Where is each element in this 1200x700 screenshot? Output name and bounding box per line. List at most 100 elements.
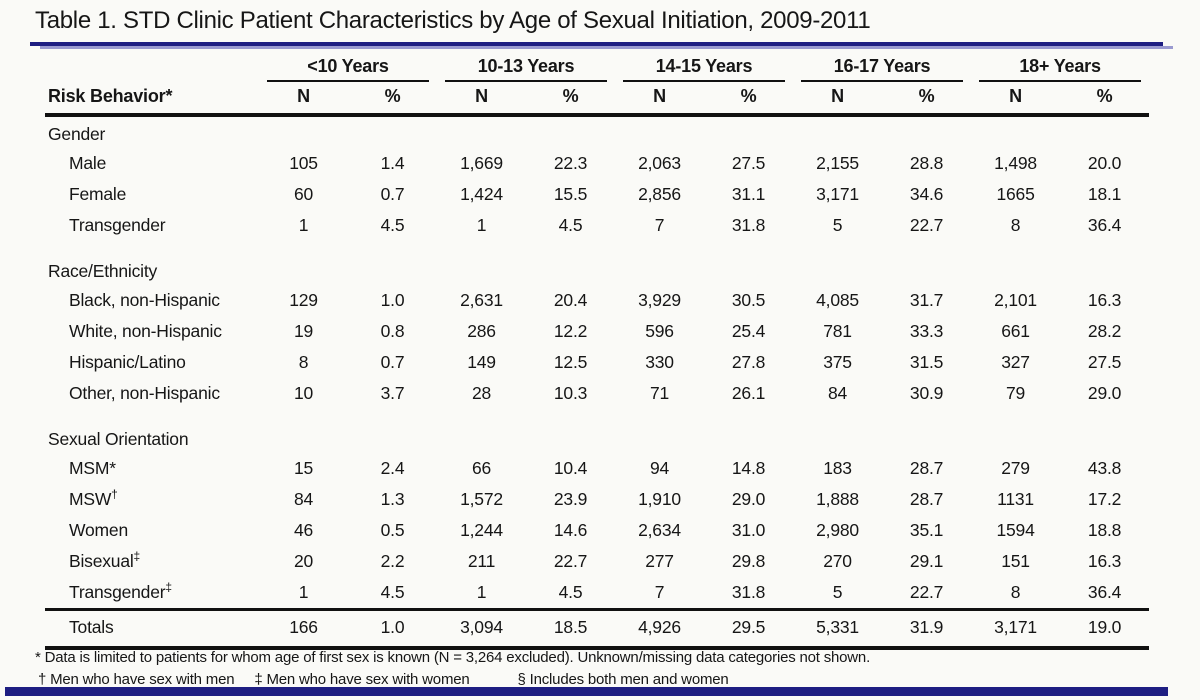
row-label: Women	[69, 520, 128, 540]
table-row: Male 105 1.4 1,669 22.3 2,063 27.5 2,155 28.8 1,4…	[45, 148, 1149, 179]
value-cell: 0.7	[380, 184, 405, 204]
value-cell: 28.8	[909, 153, 944, 173]
age-group-label: <10 Years	[267, 56, 429, 82]
value-cell: 10.3	[553, 383, 588, 403]
value-cell: 781	[823, 321, 852, 341]
value-cell: 0.5	[380, 520, 405, 540]
row-label: Transgender	[69, 215, 166, 235]
row-label: MSW†	[69, 487, 118, 509]
value-cell: 1665	[996, 184, 1035, 204]
value-cell: 28.7	[909, 489, 944, 509]
value-cell: 0.7	[380, 352, 405, 372]
age-group-label: 16-17 Years	[801, 56, 964, 82]
table-row: Bisexual‡ 20 2.2 211 22.7 277 29.8 270 29.1 151 16…	[45, 546, 1149, 577]
value-cell: 1.0	[380, 290, 405, 310]
value-cell: 28.2	[1087, 321, 1122, 341]
value-cell: 30.9	[909, 383, 944, 403]
value-cell: 28	[471, 383, 492, 403]
footnote-marker: ‡	[165, 580, 172, 595]
value-cell: 94	[649, 458, 670, 478]
value-cell: 7	[654, 215, 665, 235]
value-cell: 31.1	[731, 184, 766, 204]
value-cell: 20.0	[1087, 153, 1122, 173]
value-cell: 10.4	[553, 458, 588, 478]
value-cell: 596	[645, 321, 674, 341]
row-label: Transgender‡	[69, 580, 172, 602]
value-cell: 2,980	[816, 520, 859, 540]
value-cell: 33.3	[909, 321, 944, 341]
value-cell: 20	[293, 551, 314, 571]
col-percent-header: %	[882, 82, 972, 117]
value-cell: 2,101	[994, 290, 1037, 310]
table-row: Hispanic/Latino 8 0.7 149 12.5 330 27.8 375 31.5…	[45, 347, 1149, 378]
footnote-data-limitation: * Data is limited to patients for whom a…	[35, 649, 871, 666]
empty-corner-cell	[45, 54, 259, 82]
row-label: Female	[69, 184, 127, 204]
col-percent-header: %	[1060, 82, 1150, 117]
table-row: Female 60 0.7 1,424 15.5 2,856 31.1 3,171 34.6 16…	[45, 179, 1149, 210]
value-cell: 27.5	[731, 153, 766, 173]
value-cell: 330	[645, 352, 674, 372]
value-cell: 375	[823, 352, 852, 372]
value-cell: 29.1	[909, 551, 944, 571]
section-header-row: Sexual Orientation	[45, 409, 1149, 453]
footnote-marker: ‡	[133, 549, 141, 564]
table-header: <10 Years 10-13 Years 14-15 Years 16-17 Yea…	[45, 54, 1150, 117]
totals-row: Totals 166 1.0 3,094 18.5 4,926 29.5 5,331 31.9 3…	[45, 608, 1150, 650]
value-cell: 16.3	[1087, 290, 1122, 310]
row-header-label: Risk Behavior*	[45, 82, 259, 117]
value-cell: 36.4	[1087, 215, 1122, 235]
value-cell: 1,888	[816, 489, 859, 509]
age-group-header-5: 18+ Years	[971, 54, 1149, 82]
value-cell: 27.5	[1087, 352, 1122, 372]
value-cell: 22.3	[553, 153, 588, 173]
value-cell: 327	[1001, 352, 1030, 372]
value-cell: 17.2	[1087, 489, 1122, 509]
age-group-header-4: 16-17 Years	[793, 54, 971, 82]
value-cell: 5	[832, 215, 843, 235]
table-row: Transgender‡ 1 4.5 1 4.5 7 31.8 5 22.7 8 36.4	[45, 577, 1149, 610]
value-cell: 23.9	[553, 489, 588, 509]
value-cell: 29.5	[704, 608, 794, 650]
value-cell: 3,171	[971, 608, 1061, 650]
value-cell: 1	[476, 582, 487, 602]
value-cell: 105	[289, 153, 318, 173]
value-cell: 1.0	[348, 608, 437, 650]
value-cell: 31.8	[731, 215, 766, 235]
table-row: MSM* 15 2.4 66 10.4 94 14.8 183 28.7 279 43.8	[45, 453, 1149, 484]
value-cell: 4.5	[380, 215, 405, 235]
value-cell: 10	[293, 383, 314, 403]
value-cell: 7	[654, 582, 665, 602]
age-group-header-row: <10 Years 10-13 Years 14-15 Years 16-17 Yea…	[45, 54, 1149, 82]
bottom-border-bar	[5, 687, 1168, 696]
value-cell: 1	[298, 582, 309, 602]
value-cell: 151	[1001, 551, 1030, 571]
section-name: Race/Ethnicity	[48, 261, 158, 281]
value-cell: 4.5	[380, 582, 405, 602]
section-header-row: Gender	[45, 115, 1149, 148]
age-group-label: 10-13 Years	[445, 56, 608, 82]
footnote-section-sign: § Includes both men and women	[517, 671, 729, 688]
value-cell: 2,856	[638, 184, 681, 204]
value-cell: 16.3	[1087, 551, 1122, 571]
col-percent-header: %	[348, 82, 437, 117]
value-cell: 20.4	[553, 290, 588, 310]
value-cell: 84	[827, 383, 848, 403]
value-cell: 19	[293, 321, 314, 341]
value-cell: 46	[293, 520, 314, 540]
value-cell: 43.8	[1087, 458, 1122, 478]
table-row: Other, non-Hispanic 10 3.7 28 10.3 71 26.1 84 30…	[45, 378, 1149, 409]
value-cell: 29.0	[1087, 383, 1122, 403]
value-cell: 26.1	[731, 383, 766, 403]
patient-characteristics-table: <10 Years 10-13 Years 14-15 Years 16-17 Yea…	[45, 54, 1150, 650]
value-cell: 36.4	[1087, 582, 1122, 602]
value-cell: 5,331	[793, 608, 883, 650]
value-cell: 60	[293, 184, 314, 204]
value-cell: 66	[471, 458, 492, 478]
value-cell: 2.2	[380, 551, 405, 571]
table-row: Women 46 0.5 1,244 14.6 2,634 31.0 2,980 35.1 159…	[45, 515, 1149, 546]
value-cell: 1.3	[380, 489, 405, 509]
value-cell: 2,634	[638, 520, 681, 540]
col-n-header: N	[259, 82, 348, 117]
